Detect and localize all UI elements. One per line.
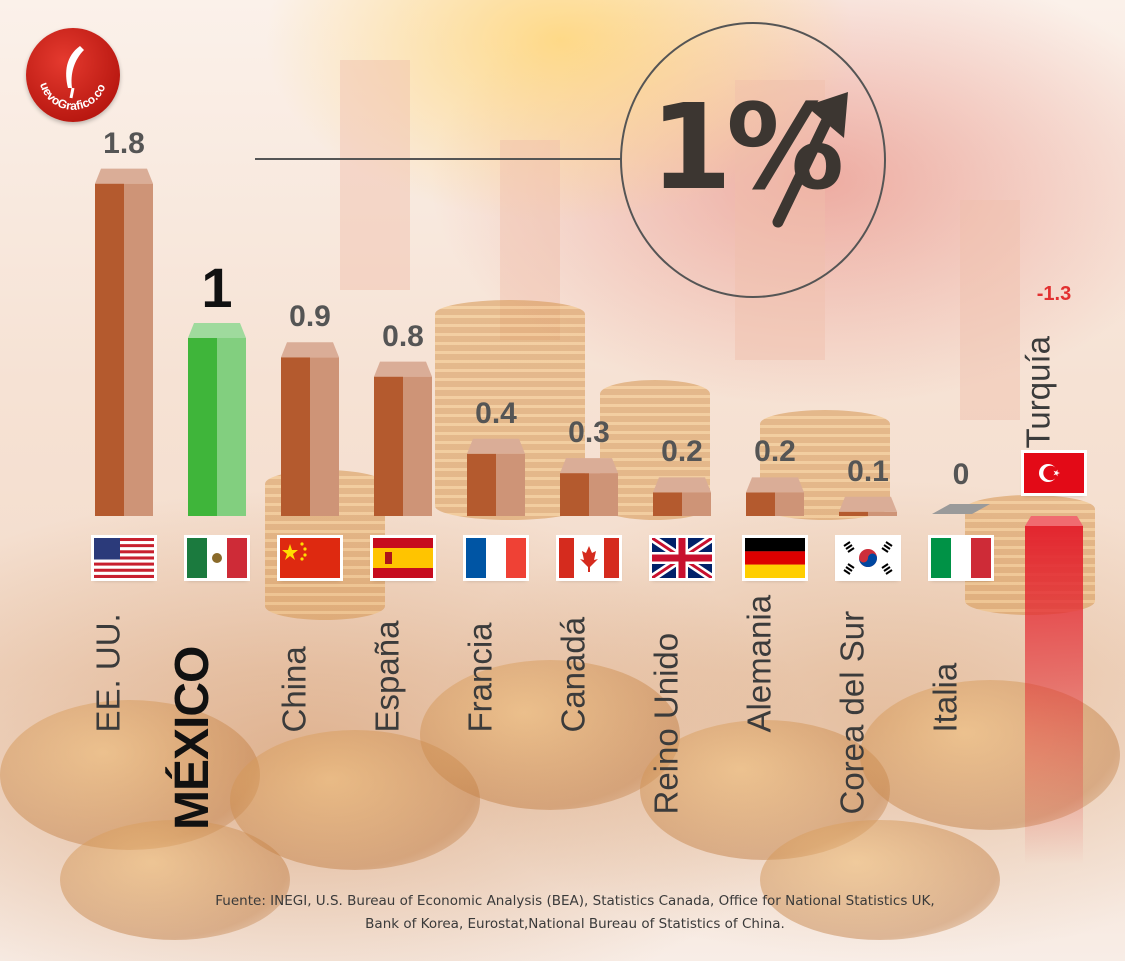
value-label-10: -1.3 xyxy=(1036,283,1072,305)
canada-flag-icon xyxy=(559,538,619,578)
country-label-9: Italia xyxy=(926,662,963,733)
bar-4-front xyxy=(467,453,496,516)
country-label-6: Reino Unido xyxy=(647,632,684,815)
bar-1-front xyxy=(188,338,217,516)
bar-1-top xyxy=(188,323,246,338)
bar-8-side xyxy=(868,511,897,516)
bar-5-side xyxy=(589,473,618,516)
bar-5-top xyxy=(560,458,618,474)
country-label-5: Canadá xyxy=(554,616,591,733)
bar-3-top xyxy=(374,361,432,377)
bar-9-zero xyxy=(932,504,990,514)
bar-3-side xyxy=(403,376,432,516)
source-line-2: Bank of Korea, Eurostat,National Bureau … xyxy=(365,916,785,932)
china-flag-icon xyxy=(280,538,340,578)
value-label-4: 0.4 xyxy=(475,396,517,430)
country-label-3: España xyxy=(368,620,405,733)
bar-6-front xyxy=(653,492,682,516)
bar-7-side xyxy=(775,492,804,516)
value-label-3: 0.8 xyxy=(382,319,424,353)
spain-flag-icon xyxy=(373,538,433,578)
bar-0-front xyxy=(95,183,124,516)
value-label-8: 0.1 xyxy=(847,454,889,488)
south-korea-flag-icon xyxy=(838,538,898,578)
up-arrow-icon xyxy=(772,92,848,228)
uk-flag-icon xyxy=(652,538,712,578)
value-label-0: 1.8 xyxy=(103,126,145,160)
france-flag-icon xyxy=(466,538,526,578)
turkey-flag-icon xyxy=(1024,453,1084,493)
bar-2-side xyxy=(310,357,339,516)
value-label-9: 0 xyxy=(952,458,970,491)
country-label-7: Alemania xyxy=(740,594,777,733)
bar-3-front xyxy=(374,376,403,516)
source-note: Fuente: INEGI, U.S. Bureau of Economic A… xyxy=(150,890,1000,936)
country-label-0: EE. UU. xyxy=(89,613,126,733)
bar-6-side xyxy=(682,492,711,516)
highlight-circle xyxy=(620,22,886,298)
us-flag-icon xyxy=(94,538,154,578)
bar-2-top xyxy=(281,342,339,358)
bar-1-side xyxy=(217,338,246,516)
bar-2-front xyxy=(281,357,310,516)
mexico-flag-icon xyxy=(187,538,247,578)
source-line-1: Fuente: INEGI, U.S. Bureau of Economic A… xyxy=(215,893,935,909)
bar-8-front xyxy=(839,511,868,516)
bar-0-top xyxy=(95,168,153,184)
bar-8-top xyxy=(839,496,897,512)
bar-10-negative xyxy=(1025,526,1083,865)
italy-flag-icon xyxy=(931,538,991,578)
country-label-4: Francia xyxy=(461,622,498,733)
bar-7-front xyxy=(746,492,775,516)
highlight-connector-line xyxy=(255,158,622,160)
value-label-5: 0.3 xyxy=(568,416,610,450)
country-label-1: MÉXICO xyxy=(166,646,219,830)
country-label-8: Corea del Sur xyxy=(833,610,870,815)
bar-4-top xyxy=(467,438,525,454)
value-label-2: 0.9 xyxy=(289,300,331,334)
value-label-6: 0.2 xyxy=(661,435,703,469)
germany-flag-icon xyxy=(745,538,805,578)
bar-10-top xyxy=(1025,516,1083,526)
country-label-10: Turquía xyxy=(1019,335,1056,449)
bar-5-front xyxy=(560,473,589,516)
country-label-2: China xyxy=(275,646,312,733)
bar-0-side xyxy=(124,183,153,516)
nuevografico-logo: NuevoGrafico.com xyxy=(26,28,120,122)
bar-4-side xyxy=(496,453,525,516)
value-label-1: 1 xyxy=(201,256,233,319)
value-label-7: 0.2 xyxy=(754,435,796,469)
bar-7-top xyxy=(746,477,804,493)
bar-6-top xyxy=(653,477,711,493)
